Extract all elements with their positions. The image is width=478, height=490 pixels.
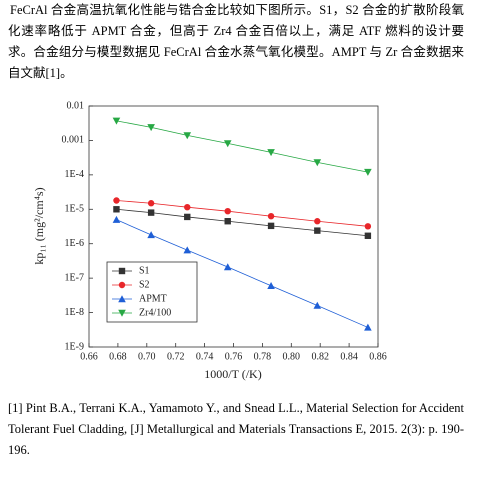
y-tick-label: 1E-6 [65, 238, 84, 249]
marker [267, 149, 275, 157]
marker [183, 132, 192, 140]
marker [118, 309, 126, 317]
x-tick-label: 0.82 [311, 351, 329, 362]
reference: [1] Pint B.A., Terrani K.A., Yamamoto Y.… [8, 401, 464, 457]
marker [147, 231, 155, 239]
x-tick-label: 0.74 [196, 351, 214, 362]
y-axis-title: kp₁₁ (mg²/cm⁴s) [32, 187, 46, 264]
marker [364, 232, 372, 239]
legend-label: APMT [139, 293, 167, 304]
chart: 1000/T (/K) kp₁₁ (mg²/cm⁴s) 0.66 0.68 0.70… [32, 100, 387, 381]
legend-label: S2 [139, 279, 150, 290]
marker [364, 323, 372, 331]
marker [113, 197, 120, 204]
marker [314, 218, 321, 225]
x-tick-label: 0.84 [340, 351, 358, 362]
y-tick-label: 1E-9 [65, 341, 84, 352]
paragraph: FeCrAl 合金高温抗氧化性能与锆合金比较如下图所示。S1，S2 合金的扩散阶… [8, 3, 464, 80]
x-tick-label: 0.80 [283, 351, 301, 362]
x-tick-label: 0.66 [80, 351, 98, 362]
x-tick-label: 0.70 [138, 351, 156, 362]
x-tick-label: 0.72 [167, 351, 185, 362]
marker [224, 207, 231, 215]
marker [113, 206, 120, 213]
marker [184, 203, 191, 211]
marker [223, 263, 232, 271]
marker [147, 200, 155, 207]
marker [183, 246, 192, 254]
marker [224, 218, 231, 225]
y-tick-label: 0.001 [62, 135, 85, 146]
marker [364, 168, 372, 176]
marker [223, 140, 232, 148]
marker [118, 295, 126, 303]
legend-label: S1 [139, 265, 150, 276]
x-tick-label: 0.86 [369, 351, 387, 362]
marker [147, 209, 155, 216]
marker [118, 267, 126, 275]
marker [267, 222, 275, 230]
series-line [116, 120, 368, 173]
y-tick-label: 1E-4 [65, 169, 84, 180]
marker [112, 117, 121, 125]
marker [313, 301, 322, 309]
x-tick-label: 0.68 [109, 351, 127, 362]
marker [364, 223, 372, 230]
marker [267, 212, 275, 220]
marker [314, 227, 321, 234]
marker [118, 281, 126, 289]
y-tick-label: 0.01 [67, 100, 85, 111]
y-tick-label: 1E-5 [65, 204, 84, 215]
marker [267, 281, 275, 289]
marker [112, 215, 121, 223]
marker [313, 159, 322, 167]
marker [184, 213, 191, 221]
x-tick-label: 0.78 [254, 351, 272, 362]
x-tick-label: 0.76 [225, 351, 243, 362]
marker [147, 124, 155, 132]
y-tick-label: 1E-8 [65, 307, 84, 318]
x-axis-title: 1000/T (/K) [204, 367, 261, 381]
y-tick-label: 1E-7 [65, 272, 84, 283]
legend-label: Zr4/100 [139, 307, 171, 318]
